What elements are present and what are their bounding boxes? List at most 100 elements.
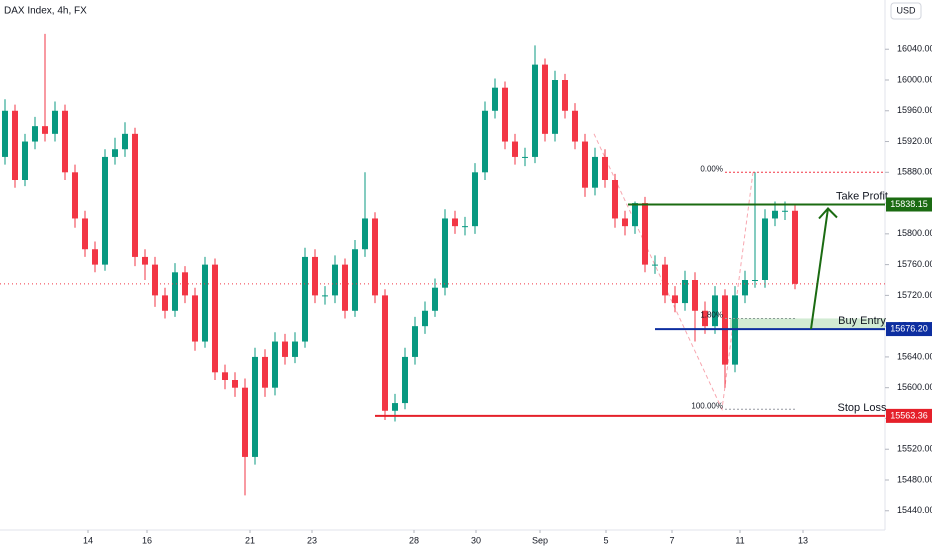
- candle-body: [552, 80, 558, 134]
- candle-body: [762, 218, 768, 280]
- candle-body: [602, 156, 608, 180]
- fib-label: 100.00%: [691, 401, 723, 410]
- price-tag: [886, 322, 932, 337]
- candle-body: [12, 110, 18, 180]
- candle-body: [772, 210, 778, 219]
- y-tick-label: 15520.00: [897, 444, 932, 454]
- x-tick-label: 7: [669, 535, 674, 545]
- candle-body: [62, 110, 68, 173]
- level-name: Buy Entry: [838, 315, 886, 327]
- candle-body: [102, 156, 108, 265]
- candle-body: [592, 156, 598, 188]
- x-tick-label: 16: [142, 535, 152, 545]
- candle-body: [42, 126, 48, 134]
- y-tick-label: 16040.00: [897, 44, 932, 54]
- candle-body: [32, 126, 38, 142]
- x-tick-label: 30: [471, 535, 481, 545]
- fib-label: 0.00%: [700, 164, 723, 173]
- candle-body: [522, 156, 528, 158]
- candle-body: [622, 218, 628, 227]
- candle-body: [652, 264, 658, 266]
- y-tick-label: 15480.00: [897, 474, 932, 484]
- x-tick-label: Sep: [532, 535, 548, 545]
- y-tick-label: 16000.00: [897, 74, 932, 84]
- x-tick-label: 21: [245, 535, 255, 545]
- candle-body: [302, 256, 308, 342]
- candle-body: [782, 210, 788, 212]
- candle-body: [582, 141, 588, 188]
- candle-body: [252, 356, 258, 457]
- candle-body: [232, 380, 238, 388]
- candle-body: [392, 403, 398, 411]
- candle-body: [72, 172, 78, 219]
- candle-body: [342, 264, 348, 311]
- x-tick-label: 13: [798, 535, 808, 545]
- candle-body: [312, 256, 318, 296]
- currency-box[interactable]: [890, 2, 922, 20]
- candle-body: [672, 295, 678, 304]
- price-tag: [886, 197, 932, 212]
- candle-body: [82, 218, 88, 250]
- candle-body: [502, 87, 508, 142]
- candle-body: [122, 133, 128, 150]
- candle-body: [432, 287, 438, 311]
- candle-body: [162, 295, 168, 311]
- x-tick-label: 14: [83, 535, 93, 545]
- candle-body: [712, 295, 718, 327]
- target-arrowhead: [818, 207, 838, 220]
- candle-body: [472, 172, 478, 227]
- y-tick-label: 15600.00: [897, 382, 932, 392]
- candle-body: [202, 264, 208, 342]
- candle-body: [562, 80, 568, 111]
- x-tick-label: 5: [603, 535, 608, 545]
- candle-body: [172, 272, 178, 311]
- candle-body: [572, 110, 578, 142]
- candle-body: [402, 356, 408, 404]
- candle-body: [242, 387, 248, 457]
- candle-body: [692, 280, 698, 311]
- candle-body: [632, 203, 638, 227]
- candle-body: [92, 249, 98, 265]
- candle-body: [412, 326, 418, 357]
- price-tag: [886, 408, 932, 423]
- candle-body: [272, 341, 278, 388]
- candle-body: [702, 310, 708, 327]
- level-name: Take Profit: [836, 190, 888, 202]
- candle-body: [112, 149, 118, 157]
- candle-body: [372, 218, 378, 296]
- candle-body: [222, 372, 228, 380]
- candle-body: [152, 264, 158, 296]
- candle-body: [2, 110, 8, 157]
- candle-body: [492, 87, 498, 111]
- y-tick-label: 15880.00: [897, 167, 932, 177]
- candle-body: [132, 133, 138, 257]
- candle-body: [482, 110, 488, 173]
- candle-body: [362, 218, 368, 250]
- candle-body: [462, 226, 468, 228]
- candle-body: [512, 141, 518, 157]
- y-tick-label: 15640.00: [897, 351, 932, 361]
- currency: USD: [896, 5, 916, 15]
- candle-body: [752, 280, 758, 281]
- price-tag-label: 15676.20: [890, 323, 928, 333]
- x-tick-label: 23: [307, 535, 317, 545]
- candle-body: [542, 64, 548, 134]
- candle-body: [52, 110, 58, 134]
- candle-body: [22, 141, 28, 180]
- candle-body: [442, 218, 448, 288]
- candle-body: [422, 310, 428, 327]
- candle-body: [612, 180, 618, 219]
- price-tag-label: 15838.15: [890, 199, 928, 209]
- y-tick-label: 15720.00: [897, 290, 932, 300]
- candle-body: [142, 256, 148, 265]
- candle-body: [662, 264, 668, 296]
- x-tick-label: 11: [735, 535, 744, 545]
- candle-body: [532, 64, 538, 157]
- fib-label: 1.80%: [700, 311, 723, 320]
- y-tick-label: 15920.00: [897, 136, 932, 146]
- candle-body: [282, 341, 288, 357]
- candle-body: [742, 280, 748, 296]
- candle-body: [382, 295, 388, 411]
- candle-body: [322, 295, 328, 297]
